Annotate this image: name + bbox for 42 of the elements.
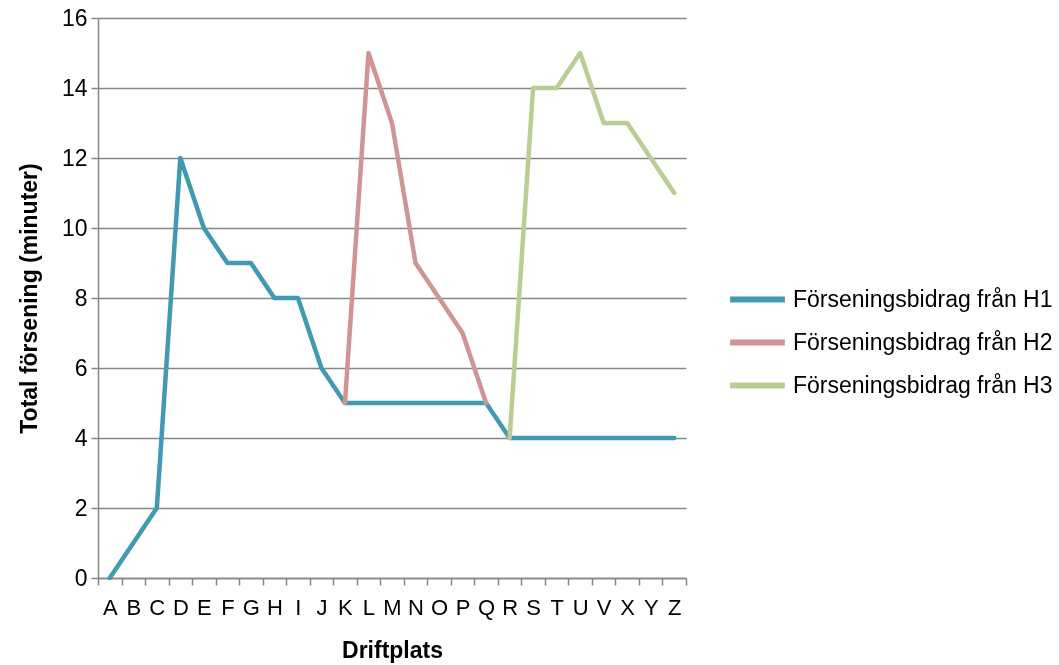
x-tick-label: Q — [478, 594, 496, 620]
x-tick-label: D — [172, 594, 189, 620]
x-tick-label: I — [295, 594, 302, 620]
y-tick-label: 12 — [61, 144, 88, 171]
y-tick-label: 14 — [61, 74, 88, 101]
x-tick-label: C — [149, 594, 166, 620]
x-tick-label: U — [572, 594, 589, 620]
line-series — [507, 50, 677, 441]
line-series — [342, 50, 489, 406]
y-tick-label: 16 — [61, 4, 88, 31]
legend-label: Förseningsbidrag från H2 — [793, 328, 1053, 355]
x-tick-label: Y — [643, 594, 659, 620]
x-tick-label: F — [221, 594, 235, 620]
x-axis-title: Driftplats — [342, 636, 443, 663]
x-tick-label: J — [316, 594, 328, 620]
y-tick-label: 2 — [74, 494, 88, 521]
y-tick-label: 10 — [61, 214, 88, 241]
x-tick-label: N — [408, 594, 424, 620]
x-tick-label: T — [550, 594, 564, 620]
y-tick-label: 8 — [74, 284, 88, 311]
y-tick-label: 4 — [74, 424, 88, 451]
legend-label: Förseningsbidrag från H1 — [793, 285, 1053, 312]
x-tick-label: P — [455, 594, 471, 620]
x-tick-label: M — [383, 594, 402, 620]
x-tick-label: X — [620, 594, 636, 620]
y-axis-title: Total försening (minuter) — [15, 163, 42, 434]
x-tick-label: S — [526, 594, 541, 620]
x-tick-label: A — [102, 594, 118, 620]
x-tick-label: K — [338, 594, 354, 620]
line-series — [107, 155, 677, 581]
x-tick-label: O — [430, 594, 449, 620]
x-tick-label: Z — [668, 594, 682, 620]
x-tick-label: L — [362, 594, 376, 620]
x-tick-label: H — [266, 594, 283, 620]
y-tick-label: 6 — [74, 354, 88, 381]
x-tick-label: R — [502, 594, 519, 620]
x-tick-label: B — [126, 594, 142, 620]
y-tick-label: 0 — [74, 564, 88, 591]
x-tick-label: G — [242, 594, 260, 620]
legend-label: Förseningsbidrag från H3 — [793, 371, 1053, 398]
x-tick-label: V — [596, 594, 612, 620]
x-tick-label: E — [197, 594, 212, 620]
